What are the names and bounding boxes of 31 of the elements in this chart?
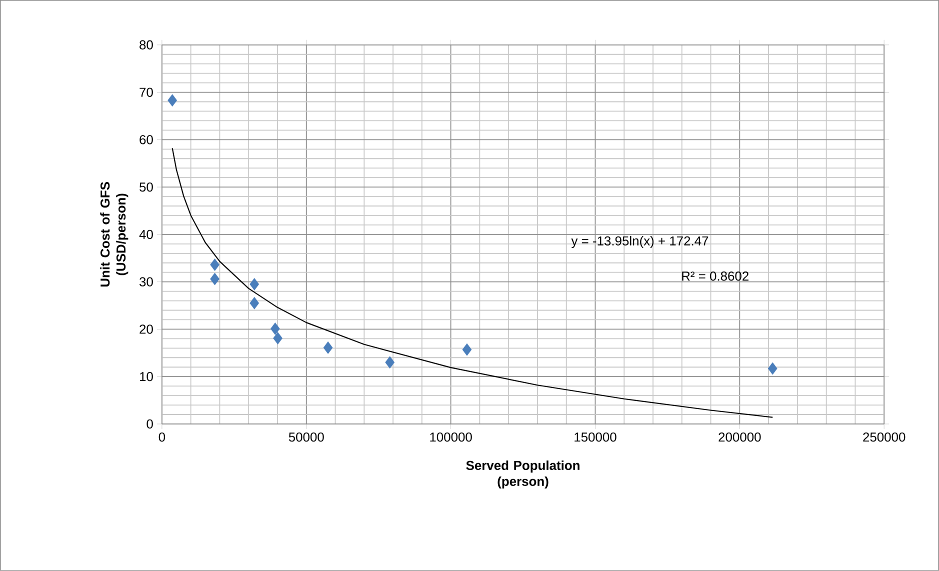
x-tick-label: 0 [158, 432, 166, 442]
x-tick-label: 150000 [574, 432, 616, 442]
point [250, 278, 260, 290]
point [385, 356, 395, 369]
point [250, 296, 260, 310]
point [323, 342, 333, 354]
point [168, 94, 178, 107]
annotation: R² = 0.8602 [682, 272, 748, 281]
point [273, 332, 282, 344]
point [270, 322, 280, 335]
x-axis-title: Served Population (person) [466, 460, 580, 489]
x-tick-label: 200000 [718, 432, 761, 442]
point [462, 343, 472, 356]
y-tick-label: 50 [140, 182, 153, 192]
y-tick-label: 20 [140, 324, 153, 334]
y-tick-label: 40 [139, 230, 153, 240]
y-tick-label: 60 [140, 135, 153, 144]
y-tick-label: 70 [140, 88, 153, 97]
point [768, 362, 778, 375]
y-tick-label: 30 [140, 277, 153, 286]
y-tick-label: 10 [140, 372, 153, 382]
x-tick-label: 100000 [430, 432, 472, 442]
y-tick-label: 80 [140, 40, 153, 50]
point [210, 272, 220, 286]
point [210, 258, 220, 272]
x-tick-label: 50000 [288, 432, 324, 442]
y-tick-label: 0 [146, 419, 153, 429]
x-tick-label: 250000 [863, 432, 906, 442]
line-series [172, 148, 774, 418]
y-axis-title: Unit Cost of GFS (USD/person) [100, 182, 128, 287]
annotation: y = -13.95ln(x) + 172.47 [571, 236, 708, 248]
